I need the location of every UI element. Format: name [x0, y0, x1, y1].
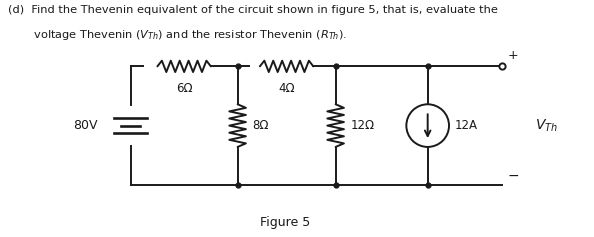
Text: +: +: [508, 49, 519, 62]
Text: −: −: [508, 169, 520, 182]
Text: voltage Thevenin ($V_{Th}$) and the resistor Thevenin ($R_{Th}$).: voltage Thevenin ($V_{Th}$) and the resi…: [8, 28, 347, 42]
Text: 80V: 80V: [74, 119, 98, 132]
Text: 8Ω: 8Ω: [252, 119, 269, 132]
Text: 12A: 12A: [455, 119, 478, 132]
Text: 12Ω: 12Ω: [350, 119, 375, 132]
Text: (d)  Find the Thevenin equivalent of the circuit shown in figure 5, that is, eva: (d) Find the Thevenin equivalent of the …: [8, 5, 498, 15]
Text: Figure 5: Figure 5: [260, 216, 310, 229]
Text: 6Ω: 6Ω: [176, 82, 192, 95]
Text: $V_{Th}$: $V_{Th}$: [535, 117, 558, 134]
Text: 4Ω: 4Ω: [279, 82, 295, 95]
